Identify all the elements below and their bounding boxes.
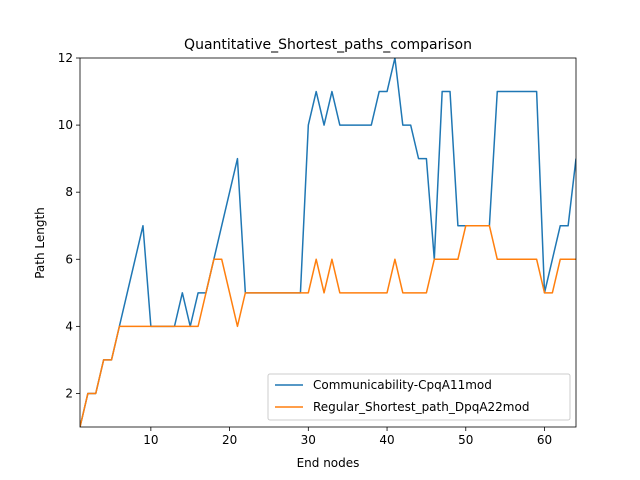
y-tick-label-6: 6 — [65, 252, 73, 266]
legend: Communicability-CpqA11mod Regular_Shorte… — [267, 373, 571, 421]
x-tick-label-10: 10 — [143, 433, 158, 447]
x-tick-label-60: 60 — [537, 433, 552, 447]
legend-label-regular-shortest-path: Regular_Shortest_path_DpqA22mod — [313, 400, 529, 414]
y-tick-label-8: 8 — [65, 185, 73, 199]
y-axis-label: Path Length — [33, 207, 47, 279]
x-tick-label-50: 50 — [458, 433, 473, 447]
legend-label-communicability: Communicability-CpqA11mod — [313, 378, 492, 392]
y-tick-label-12: 12 — [58, 51, 73, 65]
plot-area: 10 20 30 40 50 60 2 4 6 8 10 12 — [58, 51, 577, 447]
axes-frame — [79, 57, 577, 428]
series-line-regular-shortest-path-dpqa22mod — [80, 224, 576, 427]
y-tick-label-4: 4 — [65, 319, 73, 333]
x-tick-label-30: 30 — [301, 433, 316, 447]
y-tick-label-2: 2 — [65, 386, 73, 400]
chart-title: Quantitative_Shortest_paths_comparison — [184, 37, 472, 53]
x-tick-label-40: 40 — [379, 433, 394, 447]
x-axis-label: End nodes — [297, 456, 360, 470]
x-tick-label-20: 20 — [222, 433, 237, 447]
y-tick-label-10: 10 — [58, 118, 73, 132]
legend-box — [267, 373, 571, 421]
